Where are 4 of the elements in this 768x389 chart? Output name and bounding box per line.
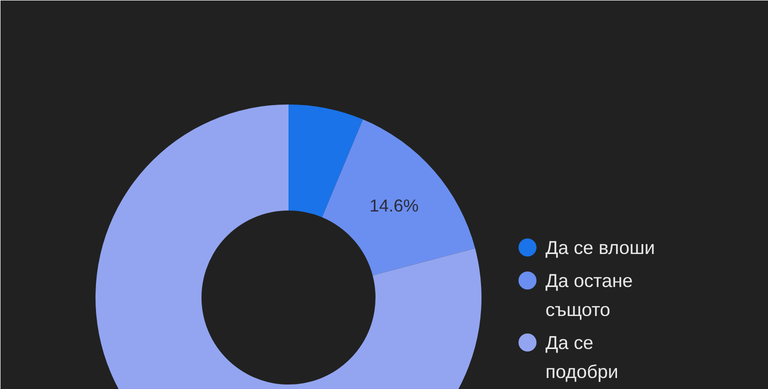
legend-label: Да се влоши bbox=[546, 237, 655, 258]
legend-label: Да остане същото bbox=[546, 270, 633, 320]
data-label: 14.6% bbox=[370, 196, 419, 216]
legend-label: Да се подобри bbox=[546, 332, 618, 382]
